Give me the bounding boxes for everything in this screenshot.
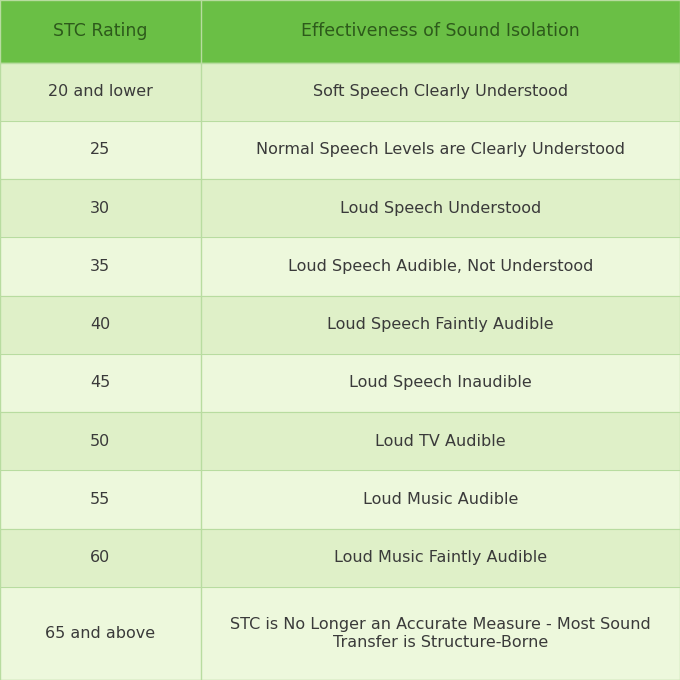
Text: Loud Music Audible: Loud Music Audible (362, 492, 518, 507)
Bar (0, 471, 201, 528)
Text: 25: 25 (90, 142, 110, 158)
Bar (0, 412, 201, 471)
Text: Loud Speech Understood: Loud Speech Understood (340, 201, 541, 216)
Bar (0, 587, 201, 680)
Text: STC is No Longer an Accurate Measure - Most Sound
Transfer is Structure-Borne: STC is No Longer an Accurate Measure - M… (230, 617, 651, 649)
Bar (201, 296, 680, 354)
Text: 65 and above: 65 and above (46, 626, 155, 641)
Bar (201, 237, 680, 296)
Bar (201, 63, 680, 121)
Bar (0, 354, 201, 412)
Text: 60: 60 (90, 550, 110, 565)
Bar (0, 528, 201, 587)
Bar (0, 296, 201, 354)
Text: Loud Speech Inaudible: Loud Speech Inaudible (349, 375, 532, 390)
Text: Loud Speech Audible, Not Understood: Loud Speech Audible, Not Understood (288, 259, 593, 274)
Text: 40: 40 (90, 317, 110, 333)
Bar (201, 354, 680, 412)
Bar (0, 63, 201, 121)
Text: 55: 55 (90, 492, 110, 507)
Bar (0, 179, 201, 237)
Text: 20 and lower: 20 and lower (48, 84, 153, 99)
Text: 30: 30 (90, 201, 110, 216)
Text: Soft Speech Clearly Understood: Soft Speech Clearly Understood (313, 84, 568, 99)
Bar (0, 237, 201, 296)
Bar (0, 0, 201, 63)
Text: 35: 35 (90, 259, 110, 274)
Text: Normal Speech Levels are Clearly Understood: Normal Speech Levels are Clearly Underst… (256, 142, 625, 158)
Bar (0, 121, 201, 179)
Text: Effectiveness of Sound Isolation: Effectiveness of Sound Isolation (301, 22, 579, 40)
Text: STC Rating: STC Rating (53, 22, 148, 40)
Text: Loud TV Audible: Loud TV Audible (375, 434, 506, 449)
Bar (201, 0, 680, 63)
Text: 45: 45 (90, 375, 110, 390)
Bar (201, 471, 680, 528)
Text: Loud Music Faintly Audible: Loud Music Faintly Audible (334, 550, 547, 565)
Text: Loud Speech Faintly Audible: Loud Speech Faintly Audible (327, 317, 554, 333)
Bar (201, 121, 680, 179)
Bar (201, 412, 680, 471)
Bar (201, 528, 680, 587)
Text: 50: 50 (90, 434, 110, 449)
Bar (201, 587, 680, 680)
Bar (201, 179, 680, 237)
